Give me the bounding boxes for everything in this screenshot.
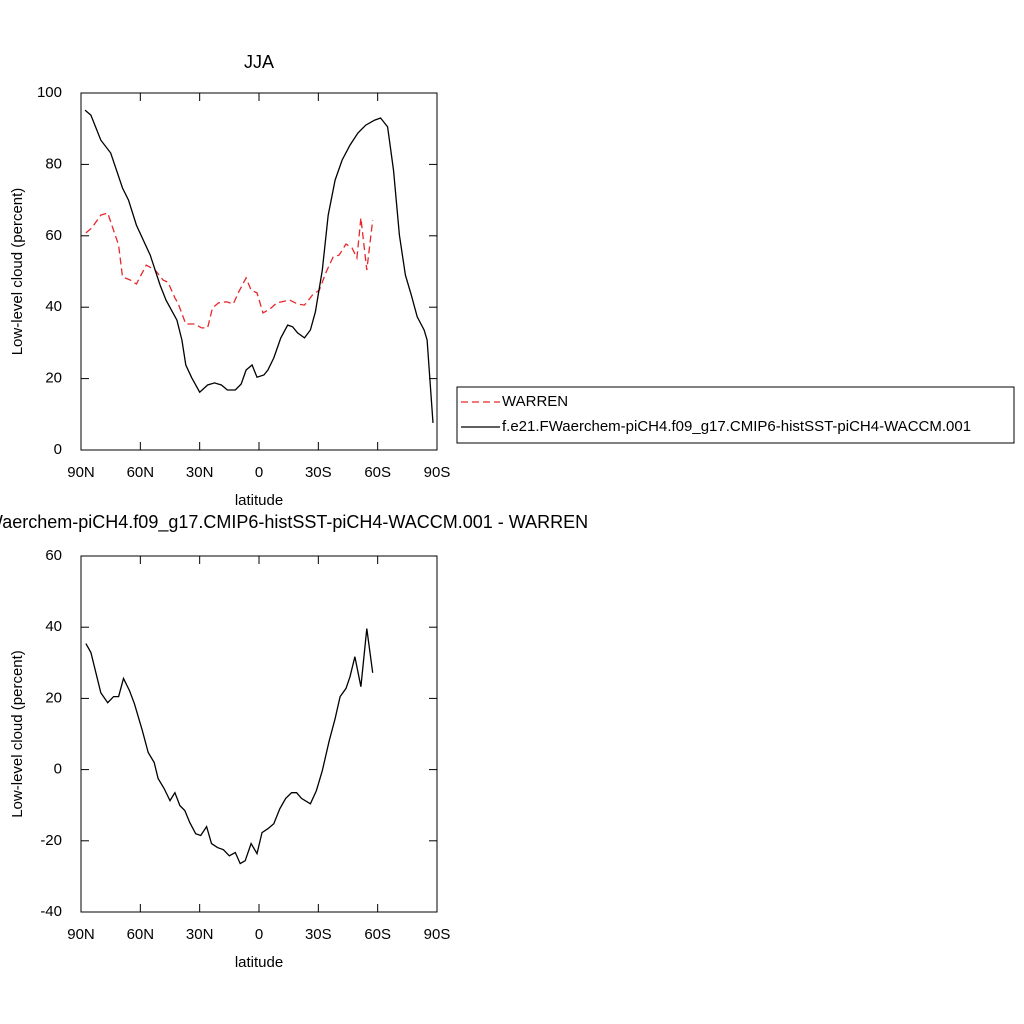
- y-tick-label: 40: [45, 298, 62, 315]
- y-axis-label: Low-level cloud (percent): [9, 650, 26, 818]
- y-tick-label: 60: [45, 547, 62, 564]
- y-tick-label: -40: [40, 903, 62, 920]
- y-tick-label: 20: [45, 689, 62, 706]
- plot-frame: [80, 92, 438, 451]
- x-tick-label: 60S: [364, 464, 391, 481]
- y-tick-label: 40: [45, 618, 62, 635]
- chart-title: JJA: [244, 52, 274, 72]
- data-line: [84, 109, 434, 423]
- x-tick-label: 60S: [364, 926, 391, 943]
- x-tick-label: 30S: [305, 926, 332, 943]
- x-tick-label: 90S: [424, 926, 451, 943]
- data-line: [85, 628, 374, 865]
- y-axis-label: Low-level cloud (percent): [9, 188, 26, 356]
- legend-box: [456, 386, 1015, 444]
- data-line: [85, 212, 374, 329]
- x-tick-label: 90N: [67, 464, 95, 481]
- x-tick-label: 60N: [127, 464, 155, 481]
- legend-label: WARREN: [502, 393, 568, 410]
- x-tick-label: 0: [255, 464, 263, 481]
- x-tick-label: 60N: [127, 926, 155, 943]
- y-tick-label: 0: [54, 441, 62, 458]
- y-tick-label: 60: [45, 227, 62, 244]
- y-tick-label: -20: [40, 832, 62, 849]
- x-tick-label: 30N: [186, 464, 214, 481]
- x-tick-label: 90S: [424, 464, 451, 481]
- x-tick-label: 0: [255, 926, 263, 943]
- legend-label: f.e21.FWaerchem-piCH4.f09_g17.CMIP6-hist…: [502, 418, 971, 435]
- y-tick-label: 80: [45, 155, 62, 172]
- x-tick-label: 30S: [305, 464, 332, 481]
- chart-title: f.e21.FWaerchem-piCH4.f09_g17.CMIP6-hist…: [0, 512, 588, 533]
- x-axis-label: latitude: [235, 954, 283, 971]
- x-axis-label: latitude: [235, 492, 283, 509]
- plot-frame: [80, 555, 438, 913]
- y-tick-label: 20: [45, 370, 62, 387]
- x-tick-label: 90N: [67, 926, 95, 943]
- y-tick-label: 0: [54, 761, 62, 778]
- y-tick-label: 100: [37, 84, 62, 101]
- x-tick-label: 30N: [186, 926, 214, 943]
